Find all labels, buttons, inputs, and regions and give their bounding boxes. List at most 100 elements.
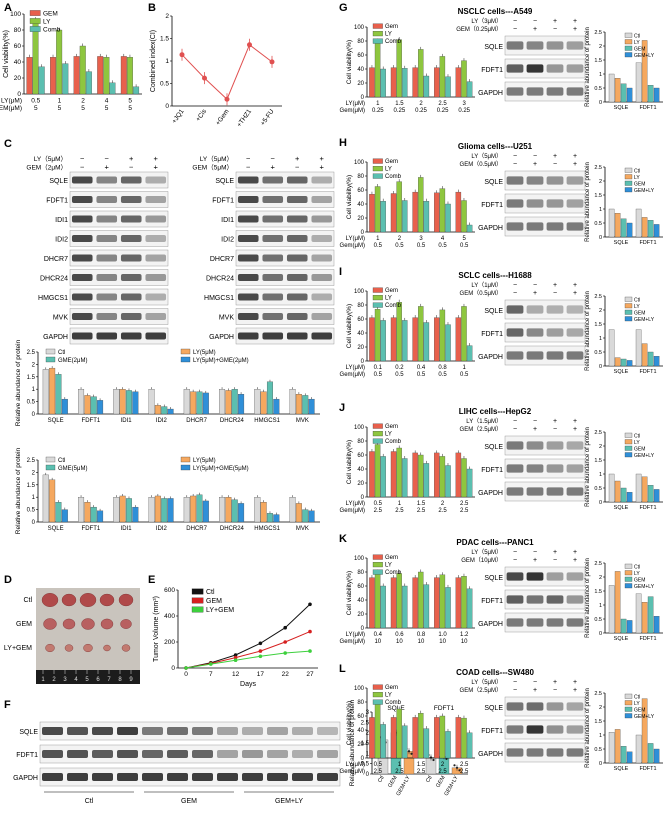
y-tick-label: 40 (14, 59, 22, 66)
legend-swatch (624, 187, 633, 193)
bar-gem (73, 56, 80, 95)
gem-dose-label: 0.25 (394, 108, 406, 114)
wb-fdft1-band (526, 595, 544, 604)
legend-label: LY(5μM) (193, 458, 216, 464)
bar-ly (461, 306, 467, 362)
wb-fdft1-band (566, 199, 584, 208)
legend-label: GEM (634, 311, 645, 317)
legend-swatch (624, 583, 633, 589)
protein-label-gapdh: GAPDH (478, 490, 503, 497)
y-tick-label: 0 (599, 500, 602, 506)
y-axis-label: Relative abundance of protein (585, 27, 591, 107)
bar (635, 473, 642, 503)
bar-comb (445, 731, 451, 759)
y-tick-label: 1.5 (594, 322, 602, 328)
y-tick-label: 1.5 (594, 58, 602, 64)
legend-swatch (624, 432, 633, 438)
bar (119, 495, 126, 523)
bar (626, 87, 633, 103)
quant-chart-c1: 0 0.5 1 1.5 2 2.5 Relative abundance of protei… (15, 339, 320, 426)
ly-dose-label: 2 (398, 236, 402, 242)
ly-dose-label: 0.2 (395, 365, 404, 371)
legend-swatch (372, 295, 383, 301)
tumor (118, 593, 134, 607)
legend-label: Ctl (634, 34, 640, 40)
legend-label: LY (385, 296, 392, 302)
y-tick-label: 40 (357, 467, 364, 473)
legend-label: Ctl (634, 434, 640, 440)
y-tick-label: 60 (357, 53, 364, 59)
wb-sqle-frame (504, 170, 586, 191)
wb-f-gapdh-band (217, 773, 238, 781)
series-point (209, 662, 213, 666)
ly-treatment-label: LY（5μM） (471, 153, 502, 160)
ci-point (202, 75, 207, 81)
wb-sqle-band (506, 572, 524, 581)
ly-dose-label: 2 (81, 98, 85, 105)
wb-sqle-band (506, 176, 524, 185)
protein-label-fdft1: FDFT1 (481, 728, 503, 735)
wb-c-dhcr24-band (311, 273, 333, 282)
bar-gem (369, 194, 375, 233)
tumor (100, 618, 114, 630)
bar-ly (439, 188, 446, 233)
ly-dose-label: 3 (463, 101, 467, 107)
legend-swatch (191, 588, 204, 595)
wb-f-fdft1-band (292, 750, 313, 758)
wb-c-mvk-band (311, 312, 333, 321)
legend-swatch (624, 174, 633, 180)
bar-comb (380, 201, 386, 233)
y-tick-label: 60 (357, 584, 364, 590)
y-tick-label: 0.5 (361, 762, 370, 768)
bar (295, 394, 302, 415)
ly-sign: + (573, 418, 577, 425)
wb-c-mvk-band (96, 312, 118, 321)
wb-fdft1-band (526, 328, 544, 337)
wb-f-fdft1-band (167, 750, 188, 758)
bar (608, 329, 615, 367)
wb-c-idi2-band (311, 234, 333, 243)
bar-comb (423, 728, 430, 759)
y-tick-label: 2.5 (594, 165, 602, 171)
bar (97, 400, 104, 415)
protein-label-fdft1: FDFT1 (481, 67, 503, 74)
y-tick-label: 0 (599, 761, 602, 767)
wb-sqle-band (566, 41, 584, 50)
bar (302, 509, 309, 523)
ci-line (181, 44, 273, 101)
ly-dose-label: 1.5 (417, 762, 426, 768)
bar (641, 217, 648, 238)
x-tick-label: DHCR24 (220, 418, 245, 424)
gem-sign: − (246, 163, 251, 172)
legend-swatch (372, 38, 383, 44)
bar (225, 390, 232, 415)
wb-fdft1-band (566, 464, 584, 473)
bar (647, 485, 654, 503)
protein-label-dhcr24: DHCR24 (40, 276, 68, 283)
bar-ly (418, 571, 424, 629)
legend-label: Comb (43, 26, 61, 33)
gem-dose-label: 5 (105, 105, 109, 112)
gem-sign: − (553, 557, 557, 564)
legend-label: Ctl (634, 298, 640, 304)
y-tick-label: 100 (354, 556, 365, 562)
bar-gem (455, 577, 462, 629)
legend-label: GEM (634, 447, 645, 453)
x-tick-label: SQLE (614, 240, 629, 246)
gem-dose-label: 2.5 (460, 769, 469, 775)
gem-dose-label: 0.5 (374, 372, 383, 378)
series-line (185, 631, 311, 669)
tumor (103, 644, 111, 652)
wb-gapdh-band (546, 748, 564, 757)
panel-title: SCLC cells---H1688 (458, 271, 532, 280)
bar (635, 62, 642, 103)
wb-f-gapdh-band (242, 773, 263, 781)
bar (653, 87, 660, 103)
x-tick-label: 17 (257, 671, 265, 678)
protein-label-hmgcs1: HMGCS1 (204, 295, 234, 302)
legend-label: Ctl (58, 350, 65, 356)
ly-sign: + (154, 154, 159, 163)
wb-f-gapdh-band (192, 773, 213, 781)
legend-swatch (624, 576, 633, 582)
